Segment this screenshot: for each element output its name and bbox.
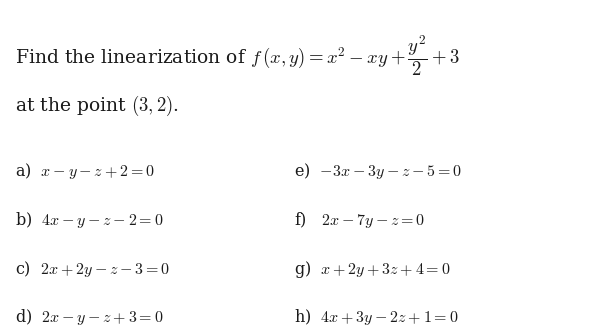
Text: b)  $4x - y - z - 2 = 0$: b) $4x - y - z - 2 = 0$ — [15, 210, 163, 230]
Text: f)   $2x - 7y - z = 0$: f) $2x - 7y - z = 0$ — [294, 210, 426, 230]
Text: g)  $x + 2y + 3z + 4 = 0$: g) $x + 2y + 3z + 4 = 0$ — [294, 259, 451, 280]
Text: e)  $-3x - 3y - z - 5 = 0$: e) $-3x - 3y - z - 5 = 0$ — [294, 161, 462, 181]
Text: a)  $x - y - z + 2 = 0$: a) $x - y - z + 2 = 0$ — [15, 161, 154, 181]
Text: c)  $2x + 2y - z - 3 = 0$: c) $2x + 2y - z - 3 = 0$ — [15, 259, 170, 279]
Text: at the point $(3, 2)$.: at the point $(3, 2)$. — [15, 94, 179, 118]
Text: d)  $2x - y - z + 3 = 0$: d) $2x - y - z + 3 = 0$ — [15, 307, 163, 328]
Text: h)  $4x + 3y - 2z + 1 = 0$: h) $4x + 3y - 2z + 1 = 0$ — [294, 307, 459, 328]
Text: Find the linearization of $f\,(x, y) = x^2 - xy + \dfrac{y^2}{2} + 3$: Find the linearization of $f\,(x, y) = x… — [15, 34, 459, 78]
